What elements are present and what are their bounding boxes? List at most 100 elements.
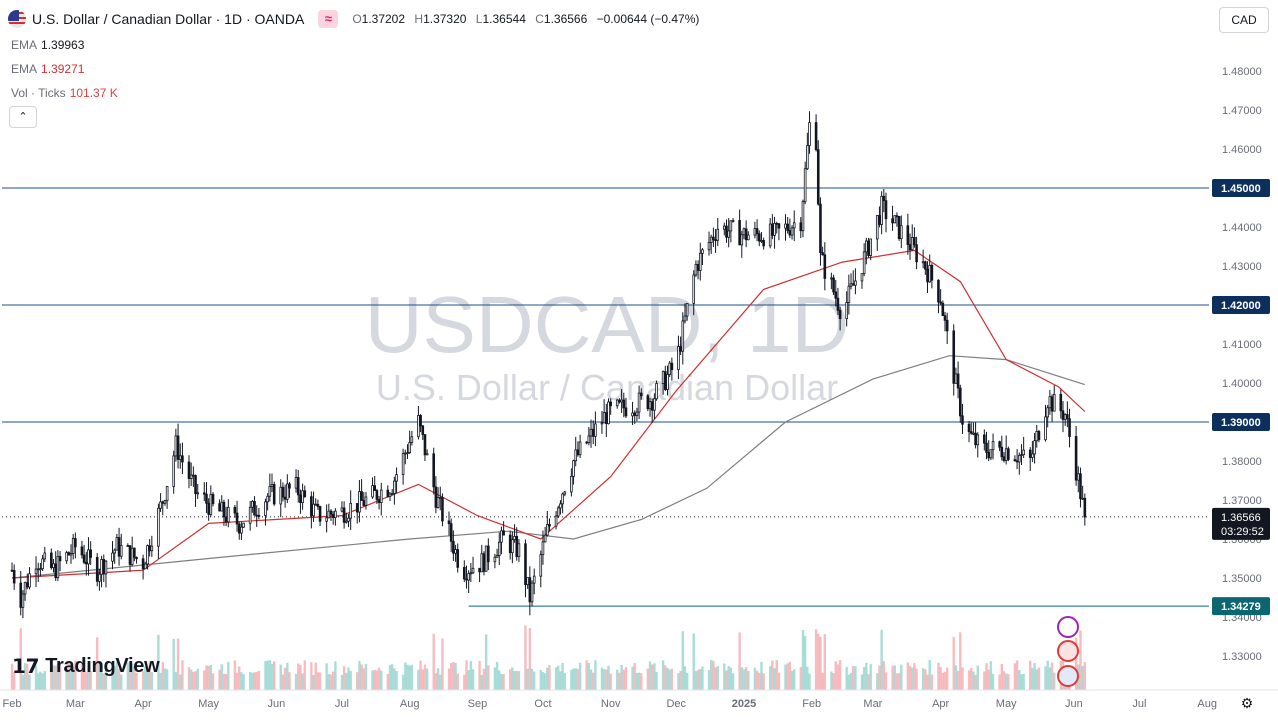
volume-bar xyxy=(172,638,175,690)
symbol-legend[interactable]: U.S. Dollar / Canadian Dollar · 1D · OAN… xyxy=(8,8,699,30)
candle-body xyxy=(157,507,160,547)
volume-bar xyxy=(930,674,934,690)
volume-bar xyxy=(447,668,451,690)
candle-body xyxy=(1052,393,1056,412)
volume-bar xyxy=(661,660,665,690)
volume-bar xyxy=(360,664,363,690)
volume-bar xyxy=(799,667,802,690)
candle-body xyxy=(294,477,298,489)
candle-body xyxy=(379,489,383,503)
candle-body xyxy=(832,277,835,293)
volume-bar xyxy=(34,665,38,690)
volume-bar xyxy=(329,674,333,690)
candle-body xyxy=(87,549,90,565)
ema-fast-legend[interactable]: EMA 1.39963 xyxy=(11,38,84,52)
volume-bar xyxy=(710,660,713,690)
candle-body xyxy=(176,435,180,460)
candle-body xyxy=(958,387,962,417)
candle-body xyxy=(511,539,514,554)
volume-bar xyxy=(23,663,27,690)
volume-bar xyxy=(181,660,184,690)
candle-body xyxy=(50,552,53,569)
volume-bar xyxy=(467,670,470,690)
approx-icon[interactable]: ≈ xyxy=(318,10,339,28)
candle-body xyxy=(928,265,931,283)
volume-bar xyxy=(926,674,929,690)
volume-bar xyxy=(406,664,409,690)
candle-body xyxy=(406,452,409,454)
candle-body xyxy=(465,578,468,581)
volume-bar xyxy=(255,672,258,690)
candle-body xyxy=(517,543,521,558)
candle-body xyxy=(462,567,466,580)
canada-event-icon[interactable] xyxy=(1057,640,1079,662)
volume-bar xyxy=(976,665,979,690)
collapse-legend-button[interactable]: ⌃ xyxy=(9,106,37,128)
candle-body xyxy=(615,399,619,407)
candle-body xyxy=(452,540,455,554)
volume-bar xyxy=(836,664,840,690)
candle-body xyxy=(471,567,475,574)
volume-bar xyxy=(39,671,42,690)
candle-body xyxy=(283,496,287,500)
symbol-title[interactable]: U.S. Dollar / Canadian Dollar · 1D · OAN… xyxy=(32,11,305,27)
volume-bar xyxy=(502,674,505,690)
volume-bar xyxy=(358,661,361,690)
candle-body xyxy=(393,480,396,494)
volume-bar xyxy=(98,664,101,690)
volume-bar xyxy=(482,668,486,690)
candle-body xyxy=(851,283,855,286)
us-event-icon[interactable] xyxy=(1057,665,1079,687)
candle-body xyxy=(331,513,335,518)
volume-bar xyxy=(972,671,975,690)
chart-settings-gear-icon[interactable]: ⚙ xyxy=(1240,695,1254,711)
candle-body xyxy=(792,222,796,229)
candle-body xyxy=(310,496,313,517)
volume-bar xyxy=(677,673,680,690)
volume-bar xyxy=(19,628,22,690)
ohlc-readout: O1.37202 H1.37320 L1.36544 C1.36566 −0.0… xyxy=(352,12,699,26)
candle-body xyxy=(469,572,473,575)
candle-body xyxy=(1048,396,1052,409)
candle-body xyxy=(25,582,29,588)
volume-bar xyxy=(342,666,346,690)
volume-bar xyxy=(989,661,993,690)
candle-body xyxy=(578,441,582,456)
volume-bar xyxy=(729,667,733,690)
lightning-icon[interactable] xyxy=(1057,616,1079,638)
volume-legend[interactable]: Vol · Ticks 101.37 K xyxy=(11,86,118,100)
volume-bar xyxy=(592,672,595,690)
volume-bar xyxy=(248,671,252,690)
candle-body xyxy=(906,225,910,245)
volume-bar xyxy=(1035,669,1038,690)
time-tick-label: May xyxy=(996,698,1017,710)
volume-histogram xyxy=(10,625,1087,690)
volume-bar xyxy=(915,668,918,690)
candle-body xyxy=(67,552,71,556)
candle-body xyxy=(347,517,350,522)
currency-button[interactable]: CAD xyxy=(1219,7,1269,33)
volume-bar xyxy=(742,669,746,690)
candle-body xyxy=(318,506,322,522)
volume-bar xyxy=(469,661,473,690)
volume-bar xyxy=(257,670,261,690)
volume-bar xyxy=(655,671,658,690)
tradingview-logo[interactable]: 𝟭𝟳 TradingView xyxy=(12,654,160,679)
volume-bar xyxy=(747,671,750,690)
candle-body xyxy=(926,268,929,283)
volume-bar xyxy=(773,668,776,690)
volume-bar xyxy=(576,669,580,690)
candle-body xyxy=(240,526,243,534)
volume-bar xyxy=(161,662,164,690)
candle-body xyxy=(635,411,639,416)
candle-body xyxy=(679,346,682,352)
volume-bar xyxy=(436,668,440,690)
volume-bar xyxy=(943,671,947,690)
volume-bar xyxy=(788,661,792,690)
volume-bar xyxy=(456,673,459,690)
volume-bar xyxy=(128,670,132,690)
candle-body xyxy=(742,228,746,236)
ema-slow-legend[interactable]: EMA 1.39271 xyxy=(11,62,84,76)
